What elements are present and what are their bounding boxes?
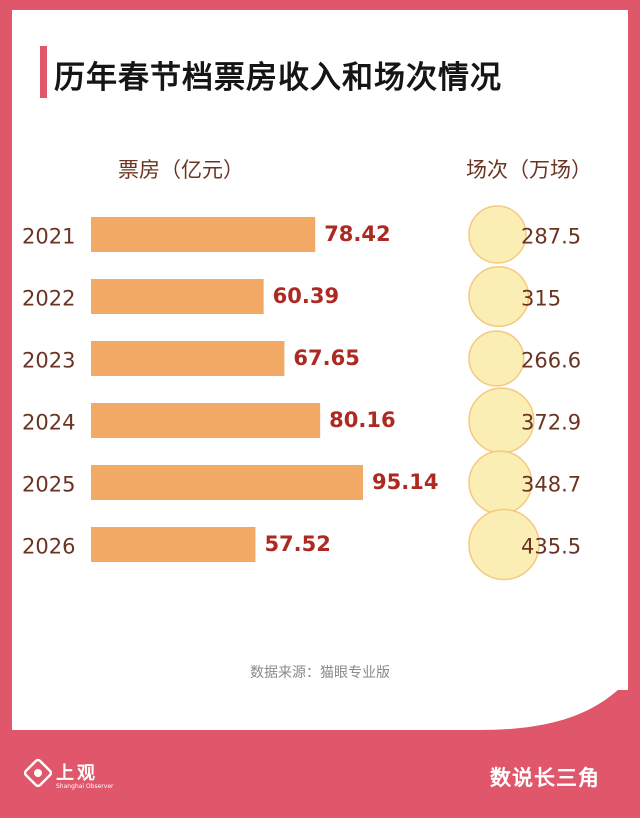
box-office-bar [91, 403, 321, 438]
brand-name: 数说长三角 [490, 765, 600, 790]
logo-text: 上观 [56, 763, 98, 784]
chart-area: 2021 78.42 287.5 2022 60.39 315 2023 67.65 266.6… [22, 205, 581, 581]
year-label: 2023 [22, 349, 75, 373]
box-office-value: 67.65 [293, 346, 359, 370]
screenings-bubble [468, 508, 540, 581]
box-office-bar [91, 527, 256, 562]
chart-title: 历年春节档票房收入和场次情况 [54, 60, 502, 96]
screenings-value: 348.7 [521, 473, 581, 497]
box-office-value: 95.14 [372, 470, 438, 494]
logo-subtext: Shanghai Observer [56, 783, 114, 790]
year-label: 2024 [22, 411, 75, 435]
data-source: 数据来源：猫眼专业版 [250, 665, 390, 681]
screenings-value: 266.6 [521, 349, 581, 373]
screenings-bubble [468, 330, 525, 387]
box-office-header: 票房（亿元） [118, 158, 244, 182]
screenings-bubble [468, 265, 530, 328]
box-office-value: 60.39 [273, 284, 339, 308]
box-office-value: 57.52 [264, 532, 330, 556]
box-office-bar [91, 217, 316, 252]
shanghai-observer-logo-icon [24, 758, 53, 788]
year-label: 2021 [22, 225, 75, 249]
screenings-header: 场次（万场） [466, 158, 592, 182]
box-office-bar [91, 465, 363, 500]
screenings-value: 435.5 [521, 535, 581, 559]
screenings-value: 372.9 [521, 411, 581, 435]
year-label: 2025 [22, 473, 75, 497]
year-label: 2026 [22, 535, 75, 559]
title-accent-bar [40, 46, 47, 98]
screenings-value: 315 [521, 287, 561, 311]
box-office-value: 80.16 [329, 408, 395, 432]
year-label: 2022 [22, 287, 75, 311]
screenings-value: 287.5 [521, 225, 581, 249]
screenings-bubble [468, 205, 527, 264]
box-office-value: 78.42 [324, 222, 390, 246]
box-office-bar [91, 279, 264, 314]
card-corner-wave [0, 690, 640, 750]
box-office-bar [91, 341, 285, 376]
